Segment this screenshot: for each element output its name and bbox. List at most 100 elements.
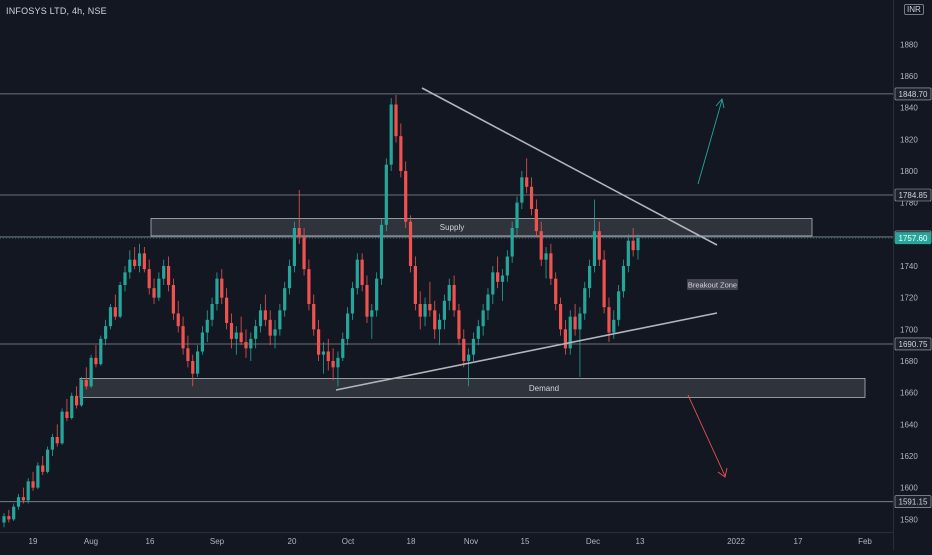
- candle: [568, 310, 572, 355]
- y-tick-label: 1580: [900, 515, 918, 524]
- y-tick-label: 1780: [900, 199, 918, 208]
- candle: [94, 345, 98, 368]
- candle: [123, 266, 127, 292]
- candle-body: [79, 380, 84, 406]
- candle-body: [123, 272, 127, 285]
- candle-body: [486, 294, 490, 311]
- candle-body: [133, 259, 137, 266]
- breakout-zone-box[interactable]: [687, 279, 738, 290]
- candle: [447, 278, 451, 311]
- candle: [636, 234, 640, 260]
- candle-body: [254, 326, 258, 339]
- candle: [258, 304, 263, 333]
- candle-body: [186, 348, 190, 361]
- candles: [2, 95, 640, 528]
- candle-body: [152, 288, 156, 298]
- candle: [41, 456, 45, 475]
- x-tick-label: Nov: [464, 537, 478, 546]
- candle: [520, 171, 524, 209]
- candle-body: [229, 323, 234, 339]
- supply-zone[interactable]: [150, 218, 813, 237]
- candle: [408, 215, 413, 273]
- candle: [210, 297, 214, 327]
- y-tick-label: 1720: [900, 294, 918, 303]
- candle-body: [457, 310, 461, 339]
- candle-body: [200, 332, 205, 352]
- candle: [108, 304, 113, 330]
- candle: [384, 158, 388, 232]
- candle: [12, 503, 16, 521]
- x-tick-label: 17: [794, 537, 803, 546]
- ascending-trendline[interactable]: [335, 312, 718, 391]
- candle-body: [476, 326, 480, 339]
- x-tick-label: 16: [146, 537, 155, 546]
- candle-body: [2, 516, 6, 523]
- candle: [539, 221, 543, 266]
- candle: [215, 272, 219, 311]
- candle-body: [36, 465, 40, 488]
- breakdown-down-arrow[interactable]: [687, 394, 726, 477]
- arrow-up-head-icon: [715, 98, 725, 109]
- level-badge: [894, 337, 932, 351]
- candle-body: [510, 228, 514, 257]
- candle-body: [16, 497, 21, 507]
- candle: [394, 95, 398, 143]
- candle: [418, 291, 422, 330]
- candle: [316, 319, 321, 361]
- arrow-down-head-icon: [717, 467, 728, 478]
- candle-body: [55, 437, 59, 444]
- candle-body: [529, 186, 534, 209]
- candle-body: [287, 266, 292, 289]
- candle-body: [220, 278, 224, 298]
- candle: [89, 354, 93, 388]
- candle-body: [346, 313, 350, 339]
- breakout-up-arrow[interactable]: [697, 99, 723, 185]
- candle: [205, 310, 209, 342]
- candle-body: [162, 266, 166, 279]
- candle: [200, 326, 205, 355]
- demand-zone[interactable]: [79, 378, 866, 398]
- candle-body: [118, 285, 122, 317]
- candle-body: [505, 256, 509, 276]
- candle: [234, 326, 238, 355]
- candle: [389, 98, 393, 171]
- candle-body: [113, 307, 117, 317]
- candle-body: [26, 481, 30, 501]
- candle-body: [496, 272, 500, 282]
- candle-body: [612, 319, 616, 333]
- candle: [500, 269, 505, 301]
- x-tick-label: Oct: [342, 537, 355, 546]
- candle-body: [244, 342, 248, 349]
- candle-body: [249, 338, 253, 349]
- candle-body: [181, 326, 185, 349]
- candle: [442, 294, 447, 330]
- candle-body: [350, 288, 355, 314]
- candle: [626, 234, 630, 273]
- currency-badge[interactable]: INR: [904, 4, 924, 15]
- candle: [239, 316, 243, 346]
- candle-body: [50, 437, 54, 450]
- candle-body: [636, 238, 640, 251]
- y-tick-label: 1740: [900, 262, 918, 271]
- candle-body: [297, 228, 301, 238]
- candle: [617, 285, 621, 327]
- candle-body: [278, 310, 282, 330]
- candle: [365, 275, 369, 323]
- candle: [452, 275, 456, 317]
- candle: [481, 304, 485, 336]
- candle: [433, 300, 437, 339]
- candle-body: [578, 313, 582, 330]
- candle: [312, 294, 316, 336]
- candle: [592, 199, 597, 273]
- candle-body: [65, 411, 69, 418]
- candle: [166, 256, 171, 292]
- candle: [321, 342, 326, 374]
- candle: [292, 221, 296, 273]
- horizontal-levels: [0, 93, 893, 503]
- candle-body: [534, 209, 538, 232]
- candle-body: [500, 275, 505, 282]
- x-tick-label: Sep: [210, 537, 225, 546]
- x-tick-label: 2022: [727, 537, 745, 546]
- descending-trendline[interactable]: [421, 87, 718, 246]
